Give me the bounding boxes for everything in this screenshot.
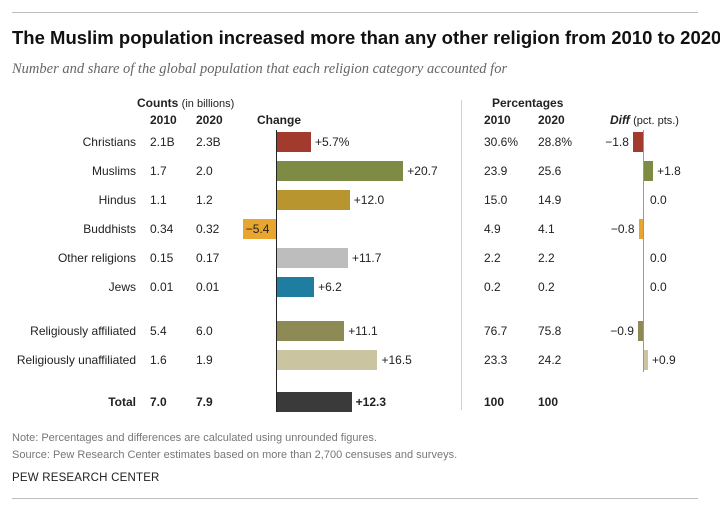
change-bar xyxy=(276,321,345,341)
change-label: +12.3 xyxy=(355,395,387,409)
change-bar xyxy=(242,219,276,239)
change-bar xyxy=(276,350,378,370)
change-header: Change xyxy=(257,113,302,127)
row-label: Religiously affiliated xyxy=(30,324,136,338)
bottom-rule xyxy=(12,498,698,499)
pct-2010: 4.9 xyxy=(484,222,501,236)
pct-2020-header: 2020 xyxy=(538,113,565,127)
pct-2010: 30.6% xyxy=(484,135,519,149)
pct-2010: 15.0 xyxy=(484,193,508,207)
pct-2010: 23.3 xyxy=(484,353,508,367)
row-label: Christians xyxy=(82,135,136,149)
count-2020: 7.9 xyxy=(196,395,213,409)
change-label: +11.7 xyxy=(351,251,382,265)
count-2020: 0.17 xyxy=(196,251,220,265)
change-label: +6.2 xyxy=(318,280,342,294)
row-label: Muslims xyxy=(92,164,136,178)
row-label: Jews xyxy=(108,280,136,294)
count-2020: 0.32 xyxy=(196,222,220,236)
chart-title: The Muslim population increased more tha… xyxy=(12,27,720,48)
count-2020: 6.0 xyxy=(196,324,213,338)
row-label: Other religions xyxy=(57,251,136,265)
source-text: Source: Pew Research Center estimates ba… xyxy=(12,449,458,461)
pct-2020: 24.2 xyxy=(538,353,562,367)
count-2010: 7.0 xyxy=(150,395,167,409)
pct-2010-header: 2010 xyxy=(484,113,511,127)
diff-label: 0.0 xyxy=(650,251,667,265)
diff-label: −0.9 xyxy=(610,324,634,338)
diff-header-label: Diff xyxy=(610,113,630,127)
row-label: Hindus xyxy=(98,193,136,207)
pct-2010: 100 xyxy=(484,395,505,409)
count-2010: 5.4 xyxy=(150,324,167,338)
count-2020: 1.2 xyxy=(196,193,213,207)
pct-2020: 4.1 xyxy=(538,222,555,236)
change-zero-axis xyxy=(276,130,277,412)
pct-2010: 2.2 xyxy=(484,251,501,265)
diff-zero-axis xyxy=(643,130,644,372)
change-label: −5.4 xyxy=(245,222,270,236)
percentages-header: Percentages xyxy=(492,96,564,110)
count-2020: 0.01 xyxy=(196,280,220,294)
row-label: Buddhists xyxy=(83,222,136,236)
change-label: +11.1 xyxy=(348,324,378,338)
count-2010: 2.1B xyxy=(150,135,175,149)
count-2010: 1.6 xyxy=(150,353,167,367)
diff-bar xyxy=(632,132,643,152)
change-bar xyxy=(276,277,315,297)
counts-2010-header: 2010 xyxy=(150,113,177,127)
count-2010: 1.7 xyxy=(150,164,167,178)
pct-2010: 23.9 xyxy=(484,164,508,178)
pct-2020: 14.9 xyxy=(538,193,562,207)
change-bar xyxy=(276,190,350,210)
pct-2020: 28.8% xyxy=(538,135,573,149)
count-2020: 1.9 xyxy=(196,353,213,367)
change-label: +20.7 xyxy=(407,164,438,178)
change-label: +5.7% xyxy=(315,135,350,149)
diff-bar xyxy=(637,321,643,341)
pct-2010: 76.7 xyxy=(484,324,508,338)
count-2010: 0.01 xyxy=(150,280,174,294)
chart-subtitle: Number and share of the global populatio… xyxy=(12,61,508,77)
diff-label: 0.0 xyxy=(650,193,667,207)
diff-bar xyxy=(638,219,643,239)
column-divider xyxy=(461,100,462,410)
counts-2020-header: 2020 xyxy=(196,113,223,127)
pct-2020: 100 xyxy=(538,395,559,409)
diff-bar xyxy=(643,350,649,370)
diff-label: +0.9 xyxy=(652,353,676,367)
count-2020: 2.3B xyxy=(196,135,221,149)
change-bar xyxy=(276,161,404,181)
diff-bar xyxy=(643,161,654,181)
diff-label: −0.8 xyxy=(610,222,635,236)
row-label: Religiously unaffiliated xyxy=(16,353,136,367)
change-bar xyxy=(276,392,352,412)
row-label: Total xyxy=(108,395,136,409)
note-text: Note: Percentages and differences are ca… xyxy=(12,432,377,444)
change-bar xyxy=(276,248,348,268)
pct-2020: 75.8 xyxy=(538,324,562,338)
diff-label: −1.8 xyxy=(605,135,629,149)
counts-header: Counts (in billions) xyxy=(137,96,234,111)
pct-2020: 2.2 xyxy=(538,251,555,265)
diff-label: +1.8 xyxy=(657,164,681,178)
count-2010: 0.15 xyxy=(150,251,174,265)
brand-label: PEW RESEARCH CENTER xyxy=(12,472,160,484)
change-label: +16.5 xyxy=(381,353,412,367)
counts-header-label: Counts xyxy=(137,96,179,110)
counts-unit-label: (in billions) xyxy=(181,98,235,110)
count-2010: 1.1 xyxy=(150,193,167,207)
top-rule xyxy=(12,12,698,13)
diff-unit-label: (pct. pts.) xyxy=(633,115,679,127)
count-2010: 0.34 xyxy=(150,222,174,236)
change-label: +12.0 xyxy=(353,193,385,207)
pct-2010: 0.2 xyxy=(484,280,501,294)
diff-label: 0.0 xyxy=(650,280,667,294)
change-bar xyxy=(276,132,312,152)
count-2020: 2.0 xyxy=(196,164,213,178)
pct-2020: 0.2 xyxy=(538,280,555,294)
diff-header: Diff (pct. pts.) xyxy=(610,113,679,128)
pct-2020: 25.6 xyxy=(538,164,562,178)
